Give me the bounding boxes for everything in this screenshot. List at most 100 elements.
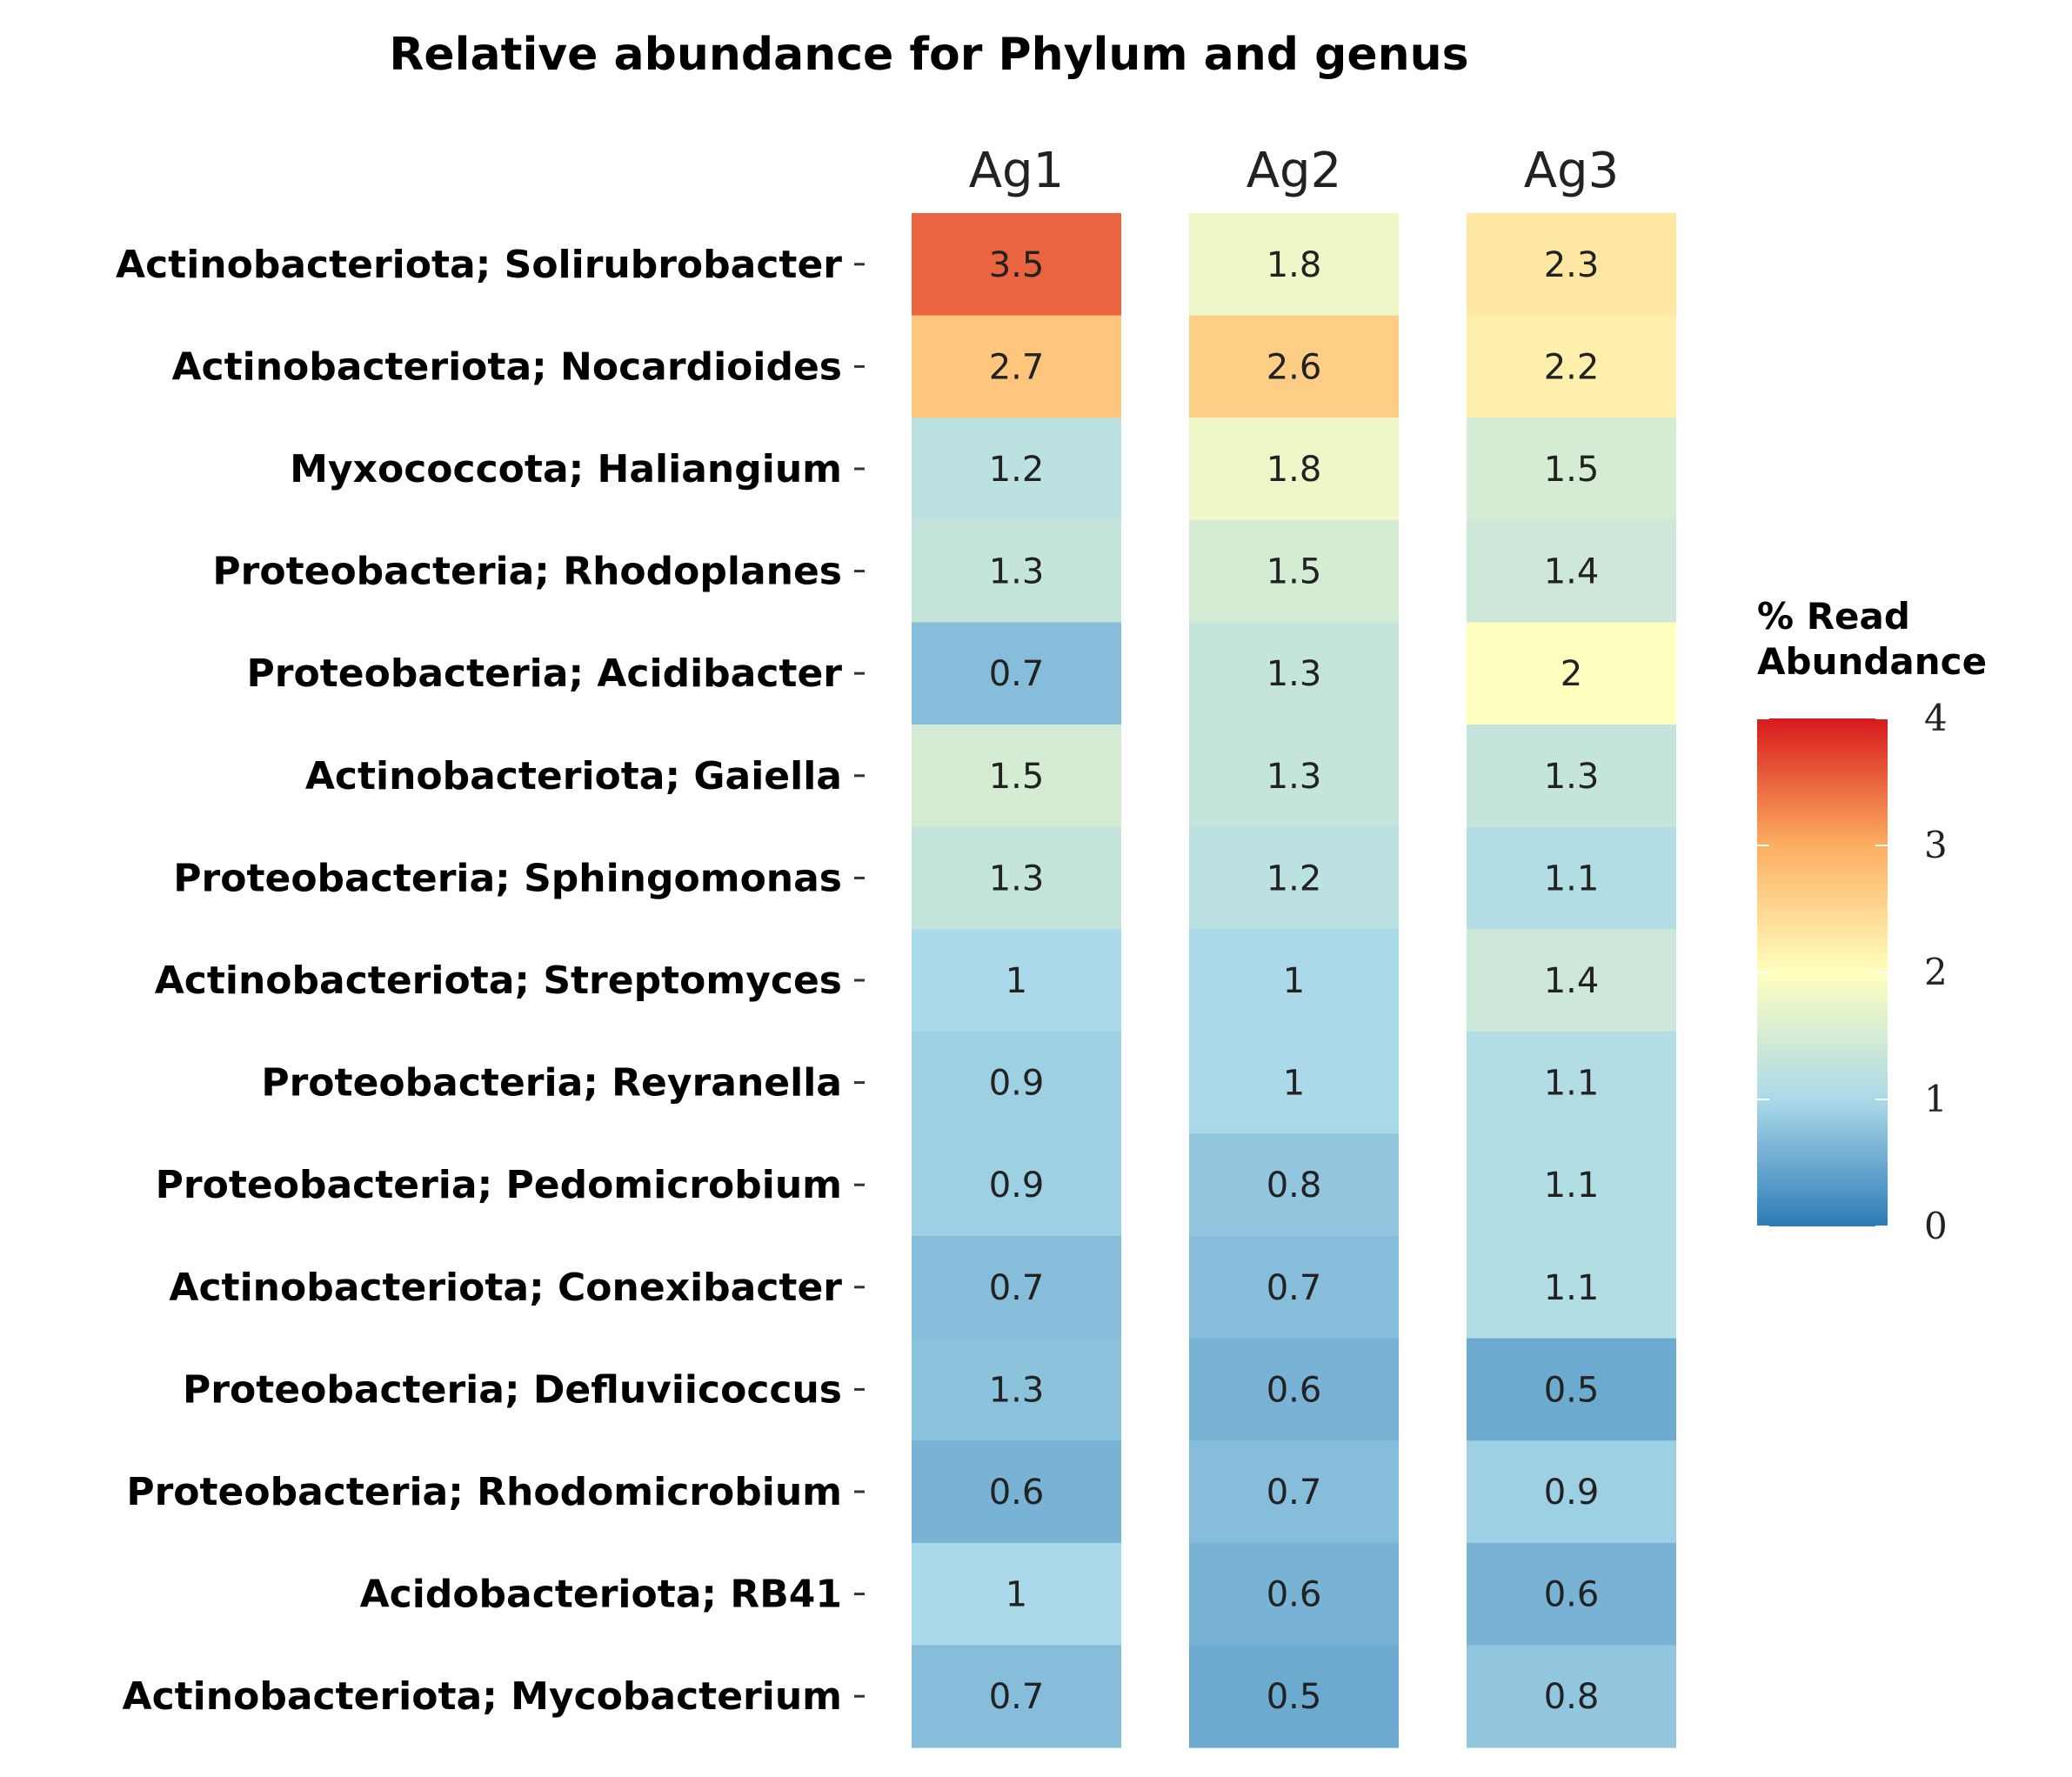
heatmap-cell xyxy=(1467,418,1676,521)
heatmap-cell xyxy=(912,213,1121,317)
cell-value-label: 3.5 xyxy=(989,245,1045,285)
cell-value-label: 1.5 xyxy=(989,757,1045,797)
heatmap-cell xyxy=(1467,1031,1676,1134)
row-label: Actinobacteriota; Conexibacter xyxy=(169,1266,842,1310)
row-label: Proteobacteria; Rhodoplanes xyxy=(212,550,842,594)
color-legend: % Read Abundance 0 1 2 3 4 xyxy=(1757,595,1987,1247)
cell-value-label: 0.7 xyxy=(989,1677,1045,1717)
colorbar-tick-label: 2 xyxy=(1924,951,1948,993)
cell-value-label: 1.4 xyxy=(1544,552,1600,592)
heatmap-cell xyxy=(1467,1133,1676,1237)
row-label: Proteobacteria; Defluviicoccus xyxy=(183,1367,842,1412)
cell-value-label: 1.3 xyxy=(989,858,1045,899)
cell-value-label: 0.9 xyxy=(989,1064,1045,1104)
heatmap-cell xyxy=(1189,1645,1399,1748)
heatmap-cell xyxy=(1189,1440,1399,1544)
heatmap-cell xyxy=(1467,315,1676,418)
row-label: Actinobacteriota; Nocardioides xyxy=(171,344,842,389)
heatmap-cell xyxy=(1189,622,1399,725)
cell-value-label: 1.8 xyxy=(1267,450,1322,490)
heatmap-cell xyxy=(912,315,1121,418)
heatmap-cell xyxy=(1467,519,1676,623)
heatmap-cell xyxy=(1467,213,1676,317)
cell-value-label: 1.1 xyxy=(1544,1064,1600,1104)
heatmap-cell xyxy=(1189,1133,1399,1237)
heatmap-cell xyxy=(912,1440,1121,1544)
cell-value-label: 1.3 xyxy=(1544,757,1600,797)
cell-value-label: 1 xyxy=(1006,1575,1027,1615)
cell-value-label: 1.8 xyxy=(1267,245,1322,285)
heatmap-cell xyxy=(912,1645,1121,1748)
heatmap-cell xyxy=(912,929,1121,1032)
heatmap-cell xyxy=(1189,725,1399,828)
cell-value-label: 2.2 xyxy=(1544,347,1600,387)
legend-title-line-1: % Read xyxy=(1757,595,1910,638)
cell-value-label: 0.6 xyxy=(1544,1575,1600,1615)
cell-value-label: 2 xyxy=(1561,654,1582,694)
row-labels: Actinobacteriota; Solirubrobacter Actinob… xyxy=(116,243,865,1719)
cell-value-label: 1 xyxy=(1283,961,1305,1001)
cell-value-label: 0.6 xyxy=(989,1473,1045,1513)
cell-value-label: 1.5 xyxy=(1267,552,1322,592)
cell-value-label: 1.3 xyxy=(1267,654,1322,694)
column-label-ag1: Ag1 xyxy=(969,143,1064,199)
heatmap-cell xyxy=(912,1236,1121,1339)
heatmap-cell xyxy=(1189,418,1399,521)
cell-value-label: 0.5 xyxy=(1544,1370,1600,1410)
cell-value-label: 0.7 xyxy=(989,1268,1045,1308)
row-label: Actinobacteriota; Gaiella xyxy=(305,754,842,798)
cell-value-label: 0.7 xyxy=(1267,1473,1322,1513)
cell-value-label: 1.1 xyxy=(1544,858,1600,899)
heatmap-cell xyxy=(1189,315,1399,418)
row-label: Actinobacteriota; Mycobacterium xyxy=(123,1674,842,1719)
cell-value-label: 0.6 xyxy=(1267,1575,1322,1615)
heatmap-cell xyxy=(1467,1338,1676,1441)
cell-value-label: 1.4 xyxy=(1544,961,1600,1001)
heatmap-cell xyxy=(1467,725,1676,828)
heatmap-cell xyxy=(912,1031,1121,1134)
heatmap-cell xyxy=(1189,519,1399,623)
row-label: Proteobacteria; Sphingomonas xyxy=(173,856,842,900)
heatmap-cell xyxy=(1467,1542,1676,1646)
cell-value-label: 0.8 xyxy=(1267,1166,1322,1206)
row-label: Myxococcota; Haliangium xyxy=(290,447,842,491)
cell-value-label: 1 xyxy=(1006,961,1027,1001)
heatmap-cell xyxy=(1467,622,1676,725)
colorbar-tick-label: 1 xyxy=(1924,1078,1948,1120)
cell-value-label: 1.1 xyxy=(1544,1166,1600,1206)
cell-value-label: 0.5 xyxy=(1267,1677,1322,1717)
row-label: Proteobacteria; Rhodomicrobium xyxy=(126,1470,842,1514)
cell-value-label: 2.7 xyxy=(989,347,1045,387)
cell-value-label: 0.8 xyxy=(1544,1677,1600,1717)
heatmap-cells: 3.5 1.8 2.3 2.7 2.6 2.2 1.2 1.8 1.5 1.3 1.5 1.4 0.7 1… xyxy=(912,213,1676,1748)
cell-value-label: 1.5 xyxy=(1544,450,1600,490)
legend-title-line-2: Abundance xyxy=(1757,640,1987,683)
colorbar-tick-label: 3 xyxy=(1924,824,1948,866)
row-label: Actinobacteriota; Streptomyces xyxy=(155,959,842,1003)
heatmap-cell xyxy=(1467,1440,1676,1544)
cell-value-label: 1.3 xyxy=(989,1370,1045,1410)
row-label: Proteobacteria; Pedomicrobium xyxy=(156,1163,842,1207)
heatmap-cell xyxy=(912,1542,1121,1646)
heatmap-cell xyxy=(1189,826,1399,930)
cell-value-label: 0.6 xyxy=(1267,1370,1322,1410)
heatmap-cell xyxy=(912,826,1121,930)
heatmap-cell xyxy=(912,418,1121,521)
heatmap-cell xyxy=(912,1133,1121,1237)
heatmap-cell xyxy=(1189,1236,1399,1339)
column-labels: Ag1 Ag2 Ag3 xyxy=(969,143,1619,199)
cell-value-label: 0.9 xyxy=(1544,1473,1600,1513)
column-label-ag3: Ag3 xyxy=(1524,143,1619,199)
heatmap-cell xyxy=(1467,929,1676,1032)
cell-value-label: 0.9 xyxy=(989,1166,1045,1206)
heatmap-cell xyxy=(1189,1542,1399,1646)
heatmap-cell xyxy=(1189,1031,1399,1134)
heatmap-cell xyxy=(912,725,1121,828)
heatmap-cell xyxy=(1467,1645,1676,1748)
row-label: Acidobacteriota; RB41 xyxy=(360,1573,842,1617)
row-label: Proteobacteria; Reyranella xyxy=(261,1061,842,1106)
heatmap-cell xyxy=(1189,929,1399,1032)
cell-value-label: 1.2 xyxy=(1267,858,1322,899)
cell-value-label: 2.6 xyxy=(1267,347,1322,387)
